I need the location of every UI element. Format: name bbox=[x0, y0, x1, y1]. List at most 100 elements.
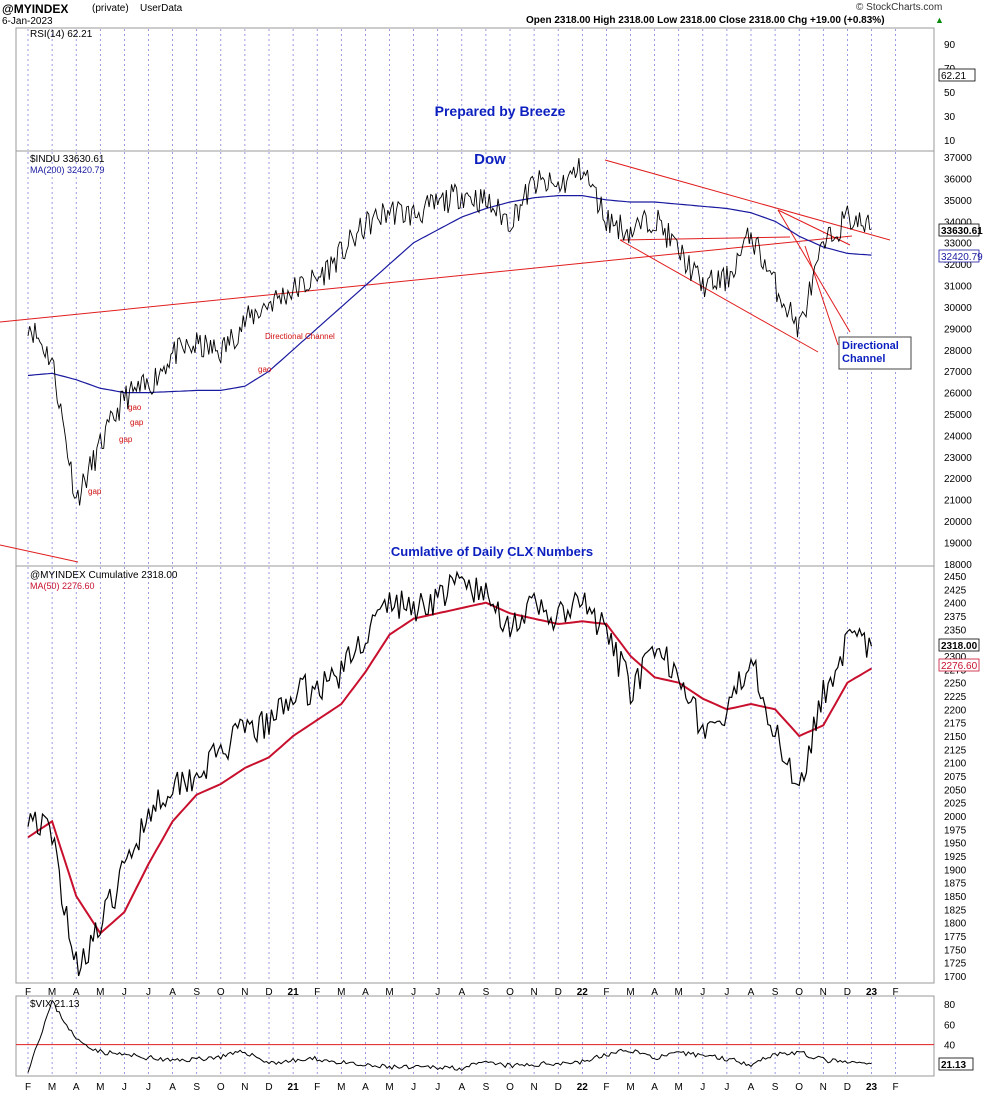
price-tick-label: 33000 bbox=[944, 239, 972, 250]
ohlc-up-arrow-icon: ▲ bbox=[935, 15, 944, 25]
price-tick-label: 28000 bbox=[944, 346, 972, 357]
month-tick-label: J bbox=[122, 1082, 127, 1093]
month-tick-label: M bbox=[48, 987, 56, 998]
rsi-value-box bbox=[938, 68, 976, 82]
cum-tick-label: 2300 bbox=[944, 652, 967, 663]
ohlc-summary: Open 2318.00 High 2318.00 Low 2318.00 Cl… bbox=[526, 15, 885, 26]
month-tick-label: O bbox=[506, 1082, 514, 1093]
vix-last-value: 21.13 bbox=[941, 1060, 966, 1071]
month-tick-label: M bbox=[626, 1082, 634, 1093]
price-tick-label: 31000 bbox=[944, 282, 972, 293]
gap-label: Directional Channel bbox=[265, 332, 335, 341]
month-tick-label: J bbox=[122, 987, 127, 998]
month-tick-label: N bbox=[530, 987, 537, 998]
trendline bbox=[604, 159, 891, 241]
month-axis-2: F M A M J J A S O N D 21 F M A M J J A S O N D 22 F M A M J J A S O N D 23 F bbox=[25, 1082, 899, 1093]
trendlines bbox=[0, 159, 891, 563]
month-tick-label: N bbox=[820, 1082, 827, 1093]
month-tick-label: F bbox=[603, 987, 609, 998]
cum-tick-label: 1925 bbox=[944, 852, 967, 863]
month-tick-label: A bbox=[458, 1082, 465, 1093]
month-tick-label: J bbox=[724, 1082, 729, 1093]
month-tick-label: F bbox=[25, 1082, 31, 1093]
month-tick-label: A bbox=[73, 987, 80, 998]
month-tick-label: S bbox=[483, 1082, 490, 1093]
directional-channel-label-1: Directional bbox=[842, 340, 899, 352]
month-tick-label: A bbox=[73, 1082, 80, 1093]
vix-tick-label: 60 bbox=[944, 1020, 956, 1031]
month-tick-label: O bbox=[506, 987, 514, 998]
rsi-tick-label: 90 bbox=[944, 40, 956, 51]
price-tick-label: 36000 bbox=[944, 174, 972, 185]
vix-tick-label: 80 bbox=[944, 1000, 956, 1011]
gap-label: gao bbox=[128, 403, 142, 412]
price-tick-label: 26000 bbox=[944, 389, 972, 400]
month-tick-label: 22 bbox=[577, 1082, 589, 1093]
month-tick-label: A bbox=[362, 1082, 369, 1093]
rsi-tick-label: 10 bbox=[944, 136, 956, 147]
month-tick-label: D bbox=[844, 1082, 851, 1093]
panel-frame-1 bbox=[15, 27, 935, 152]
price-tick-label: 29000 bbox=[944, 324, 972, 335]
cum-tick-label: 2375 bbox=[944, 612, 967, 623]
chart-userdata-label: UserData bbox=[140, 3, 183, 14]
month-tick-label: S bbox=[772, 987, 779, 998]
gap-label: gap bbox=[119, 435, 133, 444]
cum-tick-label: 1775 bbox=[944, 932, 967, 943]
ma200-line bbox=[27, 195, 872, 394]
month-tick-label: J bbox=[411, 1082, 416, 1093]
chart-symbol: @MYINDEX bbox=[2, 2, 69, 16]
month-tick-label: F bbox=[314, 1082, 320, 1093]
dow-annotation: Dow bbox=[474, 151, 506, 168]
rsi-last-value: 62.21 bbox=[941, 71, 966, 82]
trendline bbox=[619, 236, 791, 241]
month-tick-label: M bbox=[337, 1082, 345, 1093]
cum-tick-label: 1800 bbox=[944, 919, 967, 930]
price-tick-label: 22000 bbox=[944, 474, 972, 485]
cum-tick-label: 2175 bbox=[944, 719, 967, 730]
month-tick-label: O bbox=[217, 987, 225, 998]
month-tick-label: N bbox=[241, 987, 248, 998]
cum-tick-label: 1700 bbox=[944, 972, 967, 983]
cum-tick-label: 1900 bbox=[944, 865, 967, 876]
rsi-tick-label: 30 bbox=[944, 112, 956, 123]
cum-title: @MYINDEX Cumulative 2318.00 bbox=[30, 570, 178, 581]
trendline bbox=[619, 239, 819, 353]
price-tick-label: 18000 bbox=[944, 560, 972, 571]
cum-tick-label: 2025 bbox=[944, 799, 967, 810]
month-tick-label: J bbox=[435, 987, 440, 998]
month-tick-label: 22 bbox=[577, 987, 589, 998]
month-tick-label: O bbox=[217, 1082, 225, 1093]
price-tick-label: 24000 bbox=[944, 431, 972, 442]
month-tick-label: D bbox=[555, 987, 562, 998]
month-tick-label: M bbox=[48, 1082, 56, 1093]
price-value-box bbox=[938, 223, 980, 237]
rsi-tick-label: 50 bbox=[944, 88, 956, 99]
price-tick-label: 25000 bbox=[944, 410, 972, 421]
cum-tick-label: 2250 bbox=[944, 679, 967, 690]
month-tick-label: J bbox=[700, 987, 705, 998]
month-tick-label: 23 bbox=[866, 987, 878, 998]
month-tick-label: D bbox=[844, 987, 851, 998]
month-tick-label: D bbox=[265, 1082, 272, 1093]
rsi-title: RSI(14) 62.21 bbox=[30, 29, 93, 40]
trendline bbox=[804, 245, 839, 346]
cum-tick-label: 1875 bbox=[944, 879, 967, 890]
price-tick-label: 35000 bbox=[944, 196, 972, 207]
month-tick-label: F bbox=[314, 987, 320, 998]
cum-tick-label: 1750 bbox=[944, 945, 967, 956]
trendline bbox=[0, 544, 79, 563]
month-tick-label: S bbox=[483, 987, 490, 998]
month-axis-1: F M A M J J A S O N D 21 F M A M J J A S O N D 22 F M A M J J A S O N D 23 F bbox=[25, 987, 899, 998]
month-tick-label: A bbox=[458, 987, 465, 998]
cum-tick-label: 2125 bbox=[944, 745, 967, 756]
ma200-legend: MA(200) 32420.79 bbox=[30, 165, 105, 175]
month-tick-label: D bbox=[555, 1082, 562, 1093]
cumulative-heading: Cumlative of Daily CLX Numbers bbox=[391, 544, 593, 559]
cum-tick-label: 2225 bbox=[944, 692, 967, 703]
month-gridlines bbox=[27, 29, 896, 1075]
month-tick-label: J bbox=[146, 1082, 151, 1093]
price-tick-label: 32000 bbox=[944, 260, 972, 271]
month-tick-label: N bbox=[530, 1082, 537, 1093]
